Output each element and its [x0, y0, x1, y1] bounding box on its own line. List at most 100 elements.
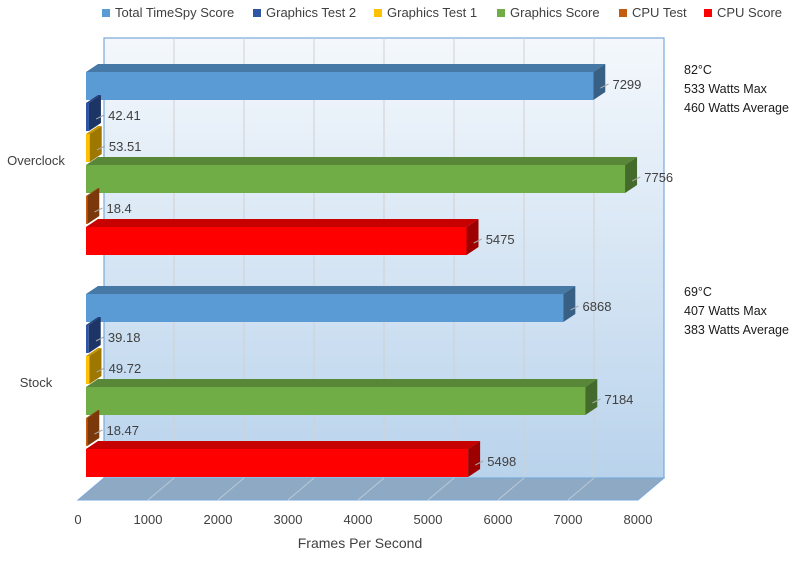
- annotation-stock: 69°C 407 Watts Max 383 Watts Average: [684, 285, 789, 337]
- bar-side: [593, 64, 606, 100]
- x-tick-label: 4000: [344, 512, 373, 527]
- x-tick-label: 1000: [134, 512, 163, 527]
- data-label: 42.41: [108, 108, 141, 123]
- x-axis-title: Frames Per Second: [298, 535, 423, 551]
- bar-front: [86, 103, 89, 131]
- bar-top: [86, 64, 606, 72]
- legend-label: Graphics Score: [510, 5, 600, 20]
- legend-label: Total TimeSpy Score: [115, 5, 234, 20]
- annotation-line: 533 Watts Max: [684, 82, 768, 96]
- annotation-line: 82°C: [684, 63, 712, 77]
- data-label: 7756: [644, 170, 673, 185]
- floor-gridline: [357, 477, 385, 501]
- label-leader: [600, 83, 609, 89]
- label-leader: [95, 114, 105, 120]
- bar-front: [86, 227, 467, 255]
- x-tick-label: 5000: [414, 512, 443, 527]
- data-label: 39.18: [108, 330, 141, 345]
- data-label: 53.51: [109, 139, 142, 154]
- label-leader: [94, 207, 103, 213]
- bar-cpu-score-overclock: 5475: [86, 219, 515, 255]
- bar-side: [625, 157, 638, 193]
- data-label: 7184: [604, 392, 633, 407]
- legend-item-cpu-score: CPU Score: [704, 5, 782, 20]
- bar-graphics-test-2-stock: 39.18: [86, 317, 140, 353]
- legend-swatch: [497, 9, 505, 17]
- bar-side: [468, 441, 481, 477]
- bar-front: [86, 196, 88, 224]
- bar-top: [86, 317, 101, 325]
- legend-swatch: [253, 9, 261, 17]
- data-label: 5498: [487, 454, 516, 469]
- bar-cpu-score-stock: 5498: [86, 441, 516, 477]
- bar-graphics-score-stock: 7184: [86, 379, 633, 415]
- bar-front: [86, 165, 626, 193]
- x-tick-label: 7000: [554, 512, 583, 527]
- bar-side: [88, 95, 101, 131]
- bar-top: [86, 410, 100, 418]
- annotation-line: 460 Watts Average: [684, 101, 789, 115]
- data-label: 18.4: [106, 201, 131, 216]
- annotation-line: 69°C: [684, 285, 712, 299]
- floor-gridline: [147, 477, 175, 501]
- annotation-line: 407 Watts Max: [684, 304, 768, 318]
- data-label: 49.72: [109, 361, 142, 376]
- label-leader: [94, 429, 103, 435]
- bar-top: [86, 157, 638, 165]
- legend-swatch: [704, 9, 712, 17]
- bar-cpu-test-overclock: 18.4: [86, 188, 132, 224]
- annotation-overclock: 82°C 533 Watts Max 460 Watts Average: [684, 63, 789, 115]
- label-leader: [632, 176, 641, 182]
- label-leader: [96, 145, 106, 151]
- legend-label: CPU Test: [632, 5, 687, 20]
- legend-item-graphics-score: Graphics Score: [497, 5, 600, 20]
- legend: Total TimeSpy Score Graphics Test 2 Graphi…: [102, 5, 782, 20]
- legend-item-cpu-test: CPU Test: [619, 5, 687, 20]
- legend-item-graphics-test-1: Graphics Test 1: [374, 5, 477, 20]
- bar-side: [87, 188, 100, 224]
- bar-front: [86, 72, 594, 100]
- bar-top: [86, 441, 481, 449]
- legend-label: CPU Score: [717, 5, 782, 20]
- x-axis: 0 1000 2000 3000 4000 5000 6000 7000 8000: [74, 512, 652, 527]
- legend-swatch: [374, 9, 382, 17]
- data-label: 7299: [612, 77, 641, 92]
- x-tick-label: 6000: [484, 512, 513, 527]
- bar-front: [86, 387, 586, 415]
- bar-front: [86, 134, 90, 162]
- label-leader: [473, 238, 482, 244]
- bar-total-timespy-score-stock: 6868: [86, 286, 611, 322]
- annotation-line: 383 Watts Average: [684, 323, 789, 337]
- legend-item-graphics-test-2: Graphics Test 2: [253, 5, 356, 20]
- x-tick-label: 2000: [204, 512, 233, 527]
- bar-total-timespy-score-overclock: 7299: [86, 64, 641, 100]
- bar-front: [86, 418, 88, 446]
- bar-top: [86, 126, 102, 134]
- floor-gridline: [567, 477, 595, 501]
- legend-swatch: [102, 9, 110, 17]
- x-tick-label: 8000: [624, 512, 653, 527]
- label-leader: [95, 336, 105, 342]
- bar-top: [86, 219, 479, 227]
- bar-side: [88, 317, 101, 353]
- floor-gridline: [217, 477, 245, 501]
- label-leader: [96, 367, 105, 373]
- floor-gridline: [427, 477, 455, 501]
- bar-top: [86, 348, 102, 356]
- legend-label: Graphics Test 1: [387, 5, 477, 20]
- label-leader: [475, 460, 484, 466]
- x-tick-label: 3000: [274, 512, 303, 527]
- category-label-stock: Stock: [20, 375, 53, 390]
- category-label-overclock: Overclock: [7, 153, 65, 168]
- bar-graphics-test-1-stock: 49.72: [86, 348, 141, 384]
- legend-swatch: [619, 9, 627, 17]
- floor-gridline: [287, 477, 315, 501]
- data-label: 5475: [486, 232, 515, 247]
- bar-graphics-test-1-overclock: 53.51: [86, 126, 141, 162]
- bar-front: [86, 325, 89, 353]
- data-label: 6868: [583, 299, 612, 314]
- bar-top: [86, 188, 100, 196]
- label-leader: [592, 398, 601, 404]
- bar-front: [86, 294, 564, 322]
- legend-label: Graphics Test 2: [266, 5, 356, 20]
